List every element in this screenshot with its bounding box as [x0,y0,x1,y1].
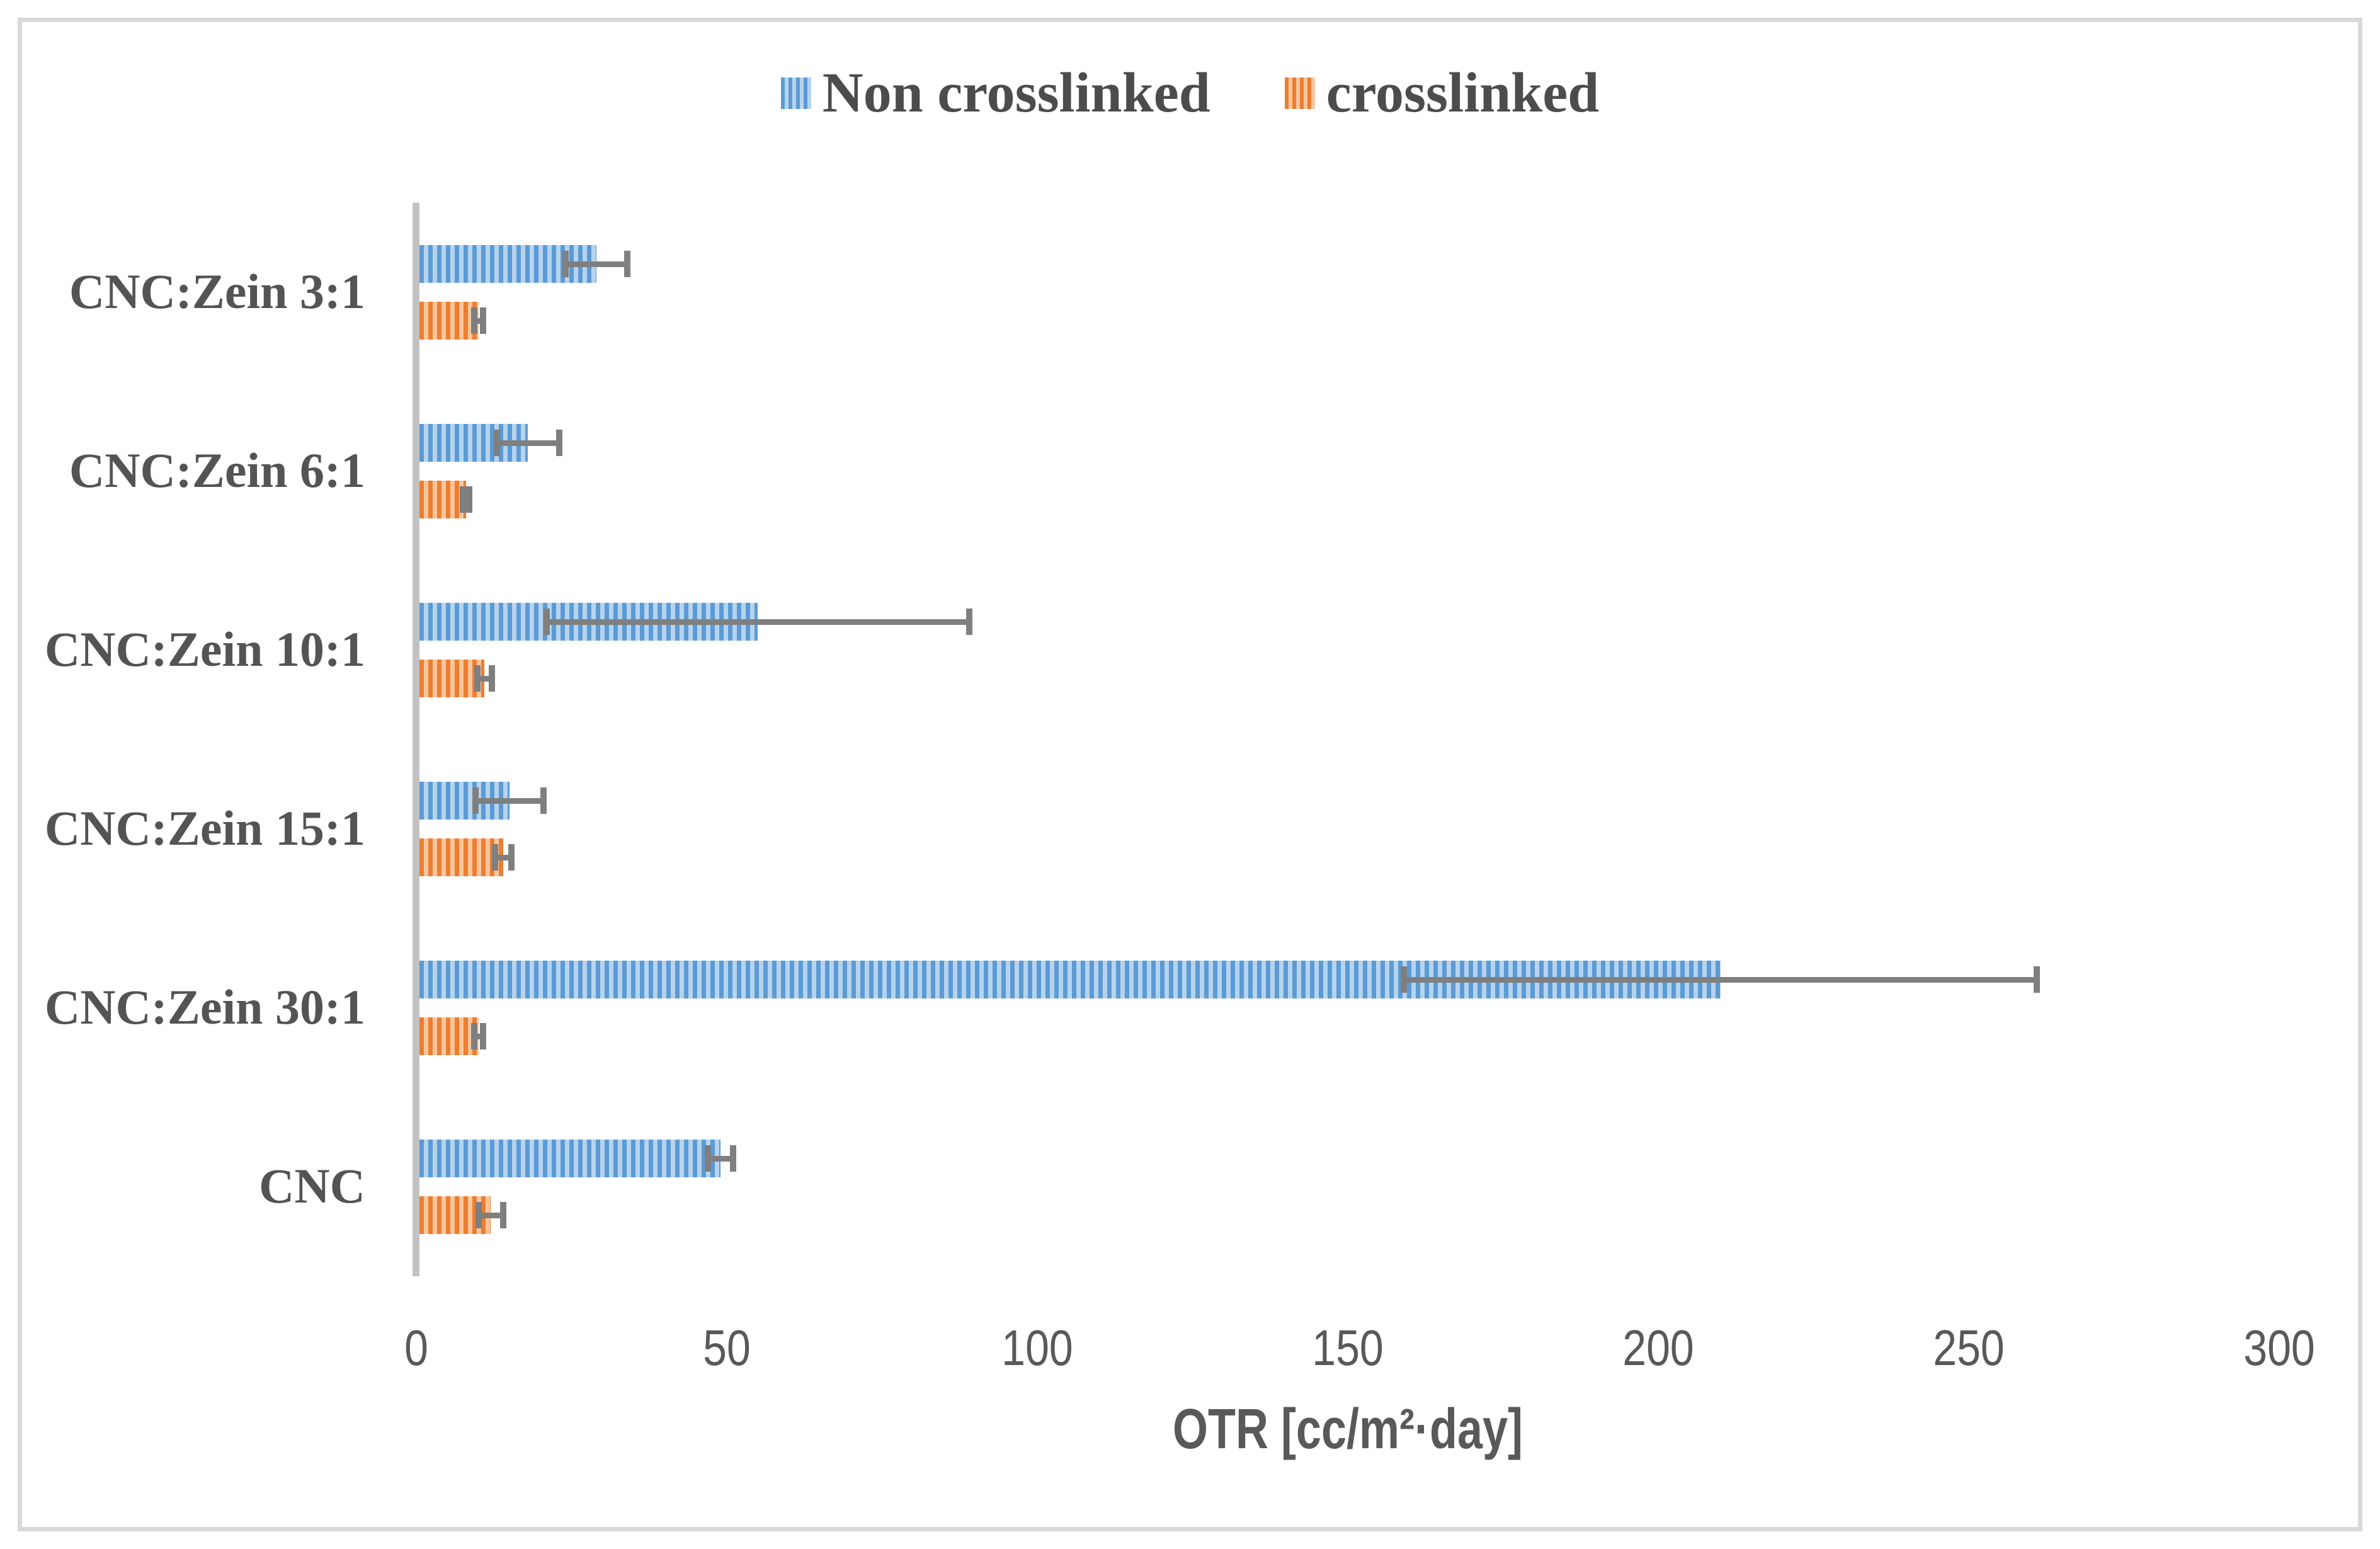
bar-crosslinked-cnc-zein-15-1 [419,838,504,876]
error-bar-cap-right-crosslinked-cnc-zein-15-1 [508,844,515,871]
error-bar-cap-left-crosslinked-cnc-zein-6-1 [459,486,466,513]
error-bar-cap-right-crosslinked-cnc-zein-30-1 [479,1023,486,1049]
x-tick-50: 50 [703,1320,751,1376]
error-bar-cap-right-non-crosslinked-cnc [729,1145,736,1172]
error-bar-non-crosslinked-cnc [708,1155,733,1162]
category-label-cnc-zein-6-1: CNC:Zein 6:1 [69,443,365,498]
error-bar-cap-left-crosslinked-cnc-zein-3-1 [470,307,477,334]
error-bar-cap-right-crosslinked-cnc [500,1202,507,1228]
error-bar-cap-right-non-crosslinked-cnc-zein-15-1 [540,787,547,814]
legend-item-non-crosslinked: Non crosslinked [780,62,1210,124]
category-label-cnc-zein-10-1: CNC:Zein 10:1 [44,622,365,677]
error-bar-cap-left-non-crosslinked-cnc-zein-15-1 [472,787,479,814]
x-tick-100: 100 [1001,1320,1073,1376]
error-bar-cap-left-non-crosslinked-cnc-zein-3-1 [562,251,569,277]
error-bar-non-crosslinked-cnc-zein-6-1 [497,440,559,446]
error-bar-non-crosslinked-cnc-zein-15-1 [475,797,544,804]
legend: Non crosslinked crosslinked [0,65,2380,122]
x-axis-title: OTR [cc/m²·day] [1172,1398,1523,1461]
error-bar-cap-right-non-crosslinked-cnc-zein-30-1 [2034,966,2041,993]
bar-non-crosslinked-cnc [419,1140,721,1177]
x-tick-200: 200 [1622,1320,1694,1376]
error-bar-cap-left-crosslinked-cnc-zein-15-1 [492,844,499,871]
category-axis-line [413,203,419,1276]
error-bar-cap-left-non-crosslinked-cnc-zein-6-1 [494,430,501,456]
error-bar-cap-left-crosslinked-cnc-zein-30-1 [470,1023,477,1049]
error-bar-cap-left-non-crosslinked-cnc-zein-10-1 [544,609,550,635]
error-bar-cap-right-crosslinked-cnc-zein-10-1 [489,665,496,692]
category-label-cnc: CNC [259,1158,365,1213]
error-bar-non-crosslinked-cnc-zein-10-1 [547,619,969,625]
error-bar-cap-left-crosslinked-cnc-zein-10-1 [474,665,481,692]
error-bar-cap-right-non-crosslinked-cnc-zein-10-1 [965,609,972,635]
legend-swatch-crosslinked [1284,77,1315,109]
bar-crosslinked-cnc-zein-6-1 [419,481,466,518]
legend-item-crosslinked: crosslinked [1284,62,1600,124]
category-label-cnc-zein-3-1: CNC:Zein 3:1 [69,264,365,319]
error-bar-cap-left-non-crosslinked-cnc-zein-30-1 [1400,966,1407,993]
x-tick-300: 300 [2243,1320,2315,1376]
error-bar-crosslinked-cnc-zein-3-1 [474,317,483,324]
error-bar-crosslinked-cnc-zein-30-1 [474,1033,483,1039]
legend-swatch-non-crosslinked [780,77,811,109]
error-bar-cap-right-crosslinked-cnc-zein-6-1 [465,486,472,513]
error-bar-cap-left-crosslinked-cnc [475,1202,482,1228]
error-bar-crosslinked-cnc-zein-15-1 [495,854,511,860]
error-bar-non-crosslinked-cnc-zein-3-1 [565,261,628,267]
error-bar-cap-left-non-crosslinked-cnc [705,1145,712,1172]
x-tick-150: 150 [1312,1320,1384,1376]
bar-crosslinked-cnc-zein-3-1 [419,302,479,340]
category-label-cnc-zein-15-1: CNC:Zein 15:1 [44,801,365,855]
error-bar-crosslinked-cnc-zein-10-1 [477,675,493,682]
figure-border [18,18,2362,1531]
legend-label-non-crosslinked: Non crosslinked [822,62,1210,124]
bar-crosslinked-cnc-zein-30-1 [419,1017,479,1055]
x-tick-250: 250 [1933,1320,2005,1376]
error-bar-cap-right-non-crosslinked-cnc-zein-6-1 [555,430,562,456]
legend-label-crosslinked: crosslinked [1326,62,1600,124]
error-bar-cap-right-non-crosslinked-cnc-zein-3-1 [624,251,631,277]
bar-crosslinked-cnc-zein-10-1 [419,660,485,697]
error-bar-non-crosslinked-cnc-zein-30-1 [1403,976,2037,983]
error-bar-cap-right-crosslinked-cnc-zein-3-1 [479,307,486,334]
category-label-cnc-zein-30-1: CNC:Zein 30:1 [44,980,365,1034]
error-bar-crosslinked-cnc [478,1212,504,1218]
x-tick-0: 0 [404,1320,428,1376]
